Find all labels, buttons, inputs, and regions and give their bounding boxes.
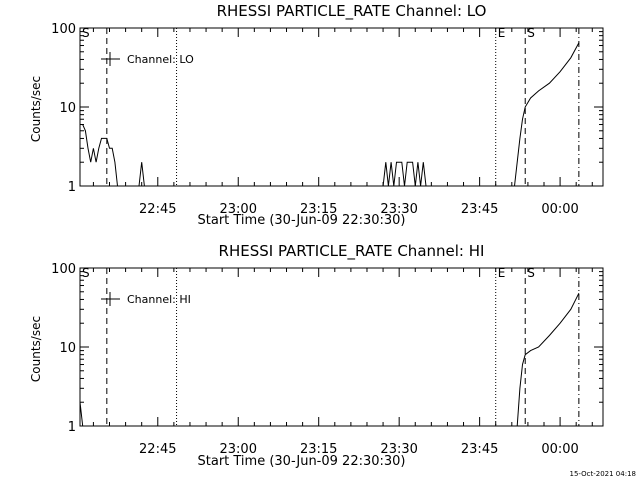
y-tick-label: 10 [59,341,76,356]
y-tick-label: 100 [51,262,76,277]
x-tick-label: 23:30 [380,442,417,457]
y-tick-label: 10 [59,101,76,116]
x-tick-label: 23:00 [220,202,257,217]
chart-title: RHESSI PARTICLE_RATE Channel: LO [217,2,487,21]
event-label: E [498,266,506,280]
x-tick-label: 23:15 [300,202,337,217]
x-tick-label: 23:15 [300,442,337,457]
series-line [80,42,580,187]
y-axis-label: Counts/sec [29,76,43,142]
hi-channel-panel: RHESSI PARTICLE_RATE Channel: HI Start Ti… [29,242,604,469]
y-axis-label: Counts/sec [29,316,43,382]
x-tick-label: 22:45 [139,202,176,217]
x-tick-label: 23:00 [220,442,257,457]
event-label: S [527,266,535,280]
footer-timestamp: 15-Oct-2021 04:18 [570,470,636,478]
x-axis-label: Start Time (30-Jun-09 22:30:30) [198,454,406,469]
plot-frame [79,27,604,187]
x-tick-label: 00:00 [541,442,578,457]
legend-label: Channel: HI [127,293,191,306]
event-label: S [82,26,90,40]
event-label: S [527,26,535,40]
x-tick-label: 23:30 [380,202,417,217]
x-axis-label: Start Time (30-Jun-09 22:30:30) [198,213,406,228]
legend-label: Channel: LO [127,53,194,66]
y-tick-label: 100 [51,22,76,37]
lo-channel-panel: RHESSI PARTICLE_RATE Channel: LO Start Ti… [29,2,604,228]
event-label: S [82,266,90,280]
x-tick-label: 23:45 [461,202,498,217]
chart-title: RHESSI PARTICLE_RATE Channel: HI [219,242,485,261]
series-line [79,292,580,427]
event-label: E [498,26,506,40]
y-tick-label: 1 [68,420,76,435]
x-tick-label: 22:45 [139,442,176,457]
plot-frame [79,267,604,427]
y-tick-label: 1 [68,180,76,195]
x-tick-label: 00:00 [541,202,578,217]
x-tick-label: 23:45 [461,442,498,457]
